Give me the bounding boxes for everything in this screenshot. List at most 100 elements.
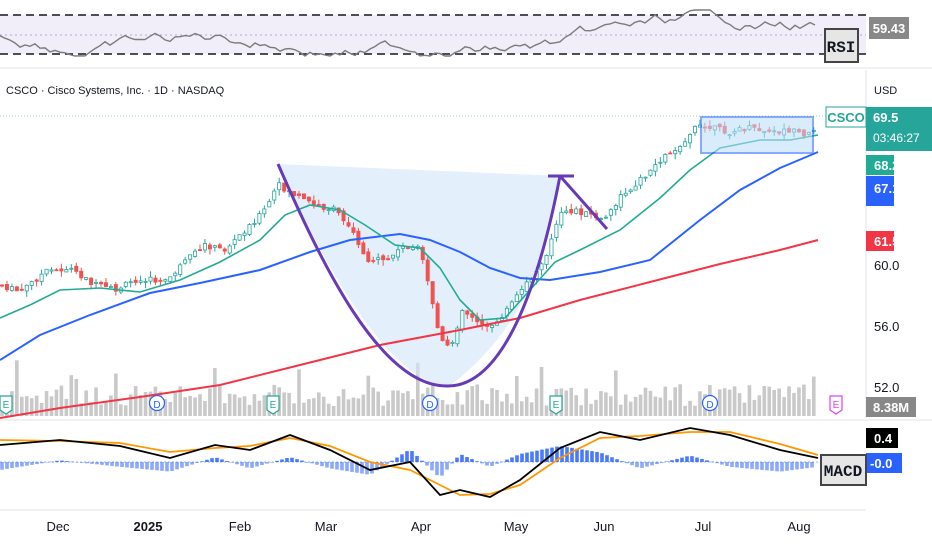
volume-bar xyxy=(326,403,331,416)
earnings-marker[interactable]: E xyxy=(829,395,843,415)
volume-bar xyxy=(500,401,504,416)
volume-bar xyxy=(599,391,603,416)
volume-bar xyxy=(678,384,682,416)
volume-bar xyxy=(94,387,98,416)
earnings-marker[interactable]: E xyxy=(266,395,280,415)
volume-bar xyxy=(564,390,569,416)
macd-hist-bar xyxy=(460,454,464,462)
last-price: 69.5 xyxy=(873,110,898,125)
candle-body xyxy=(445,339,450,346)
volume-bar xyxy=(688,400,692,416)
volume-bar xyxy=(470,386,475,416)
ema50-badge xyxy=(866,176,894,206)
candle-body xyxy=(9,286,14,291)
volume-bar xyxy=(465,390,470,416)
dividend-marker[interactable]: D xyxy=(421,394,439,412)
time-tick-label: Feb xyxy=(229,519,251,534)
macd-hist-bar xyxy=(100,462,104,465)
candle-body xyxy=(267,201,272,208)
macd-hist-bar xyxy=(10,462,14,469)
macd-hist-bar xyxy=(780,462,784,472)
rsi-value-badge xyxy=(869,17,909,39)
macd-hist-bar xyxy=(175,462,179,470)
volume-bar xyxy=(480,400,484,416)
volume-bar xyxy=(539,366,544,416)
volume-bar xyxy=(658,397,663,416)
macd-hist-bar xyxy=(740,462,744,468)
candle-body xyxy=(316,203,321,206)
signal-line xyxy=(0,431,819,496)
candle-body xyxy=(554,223,559,238)
macd-hist-bar xyxy=(510,457,514,462)
dividend-marker[interactable]: D xyxy=(701,394,719,412)
candle-body xyxy=(108,286,113,288)
candle-body xyxy=(381,255,386,261)
volume-bar xyxy=(396,390,400,416)
candle-body xyxy=(306,196,311,202)
volume-bar xyxy=(123,405,128,416)
volume-bar xyxy=(218,385,222,416)
macd-hist-bar xyxy=(270,462,274,463)
dividend-marker[interactable]: D xyxy=(148,394,166,412)
volume-bar xyxy=(648,390,653,416)
volume-bar xyxy=(569,387,574,416)
volume-bar xyxy=(698,391,702,416)
volume-bar xyxy=(732,386,737,416)
earnings-marker[interactable]: E xyxy=(0,395,13,415)
volume-bar xyxy=(663,386,668,416)
macd-hist-bar xyxy=(260,462,264,466)
macd-hist-bar xyxy=(800,462,804,469)
volume-bar xyxy=(683,405,687,416)
candle-body xyxy=(74,265,79,272)
candle-body xyxy=(262,208,267,215)
macd-hist-bar xyxy=(650,462,654,466)
macd-hist-bar xyxy=(405,451,409,462)
macd-hist-bar xyxy=(130,462,134,468)
candle-body xyxy=(450,341,455,344)
macd-hist-bar xyxy=(420,460,424,462)
macd-hist-bar xyxy=(40,462,44,464)
price-pane: CSCO · Cisco Systems, Inc. · 1D · NASDAQ… xyxy=(0,70,932,419)
volume-bar xyxy=(445,404,450,416)
candle-body xyxy=(346,222,351,227)
macd-hist-bar xyxy=(390,460,394,462)
volume-bar xyxy=(321,396,326,416)
macd-hist-bar xyxy=(305,461,309,463)
macd-hist-bar xyxy=(255,462,259,467)
volume-bar xyxy=(762,385,767,416)
candle-body xyxy=(623,192,628,196)
volume-bar xyxy=(168,401,173,416)
macd-hist-bar xyxy=(200,461,204,462)
candle-body xyxy=(351,227,356,233)
macd-hist-bar xyxy=(790,462,794,471)
macd-hist-bar xyxy=(755,462,759,470)
macd-hist-bar xyxy=(35,462,39,465)
volume-bar xyxy=(287,392,291,416)
macd-hist-bar xyxy=(135,462,139,469)
event-marker-label: D xyxy=(706,400,713,411)
currency-label: USD xyxy=(874,85,897,97)
macd-hist-bar xyxy=(480,462,484,464)
candle-body xyxy=(113,284,118,292)
volume-bar xyxy=(623,394,628,416)
earnings-marker-shape xyxy=(266,395,280,415)
macd-hist-bar xyxy=(360,462,364,474)
volume-bar xyxy=(282,392,286,416)
volume-bar xyxy=(138,395,143,416)
volume-bar xyxy=(54,389,59,416)
earnings-marker[interactable]: E xyxy=(549,395,563,415)
volume-bar xyxy=(391,390,395,416)
macd-hist-bar xyxy=(395,457,399,462)
macd-hist-bar xyxy=(265,462,269,464)
countdown: 03:46:27 xyxy=(873,131,920,145)
volume-bar xyxy=(737,393,742,416)
volume-bar xyxy=(802,384,806,416)
macd-hist-bar xyxy=(615,459,619,462)
rsi-value: 59.43 xyxy=(873,21,906,36)
volume-bar xyxy=(84,390,88,416)
volume-bar xyxy=(74,379,79,416)
candle-body xyxy=(633,185,638,191)
candle-body xyxy=(178,264,183,275)
macd-hist-bar xyxy=(515,455,519,462)
